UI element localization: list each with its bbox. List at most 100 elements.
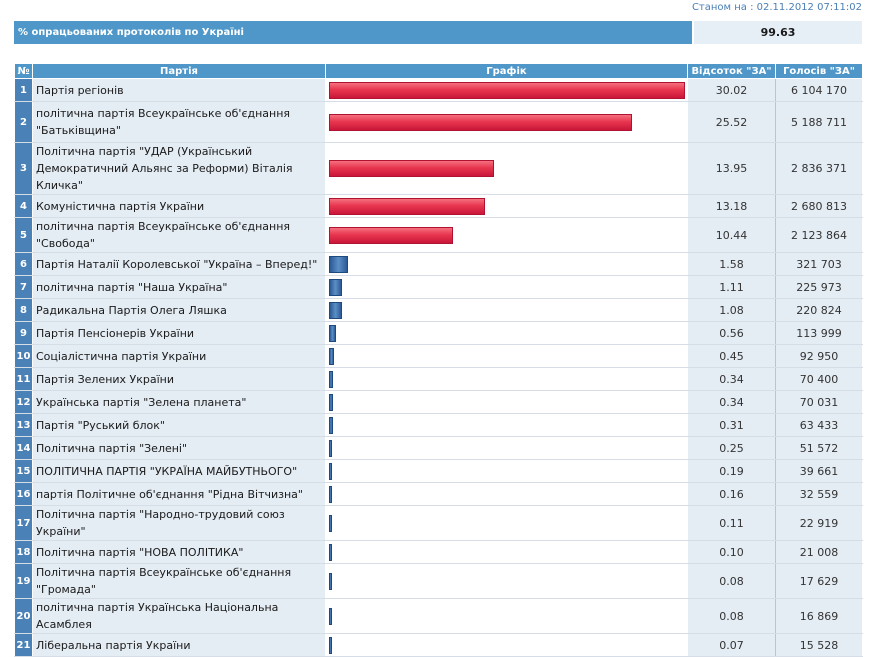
vote-share-bar <box>329 370 333 388</box>
graph-cell <box>325 217 688 253</box>
party-name: Комуністична партія України <box>32 194 326 218</box>
table-row: 20 політична партія Українська Національн… <box>14 598 863 634</box>
header-percent: Відсоток "ЗА" <box>687 63 776 79</box>
party-name: партія Політичне об'єднання "Рідна Вітчи… <box>32 482 326 506</box>
summary-value: 99.63 <box>694 21 862 44</box>
row-number: 6 <box>14 252 33 276</box>
vote-percent: 1.08 <box>687 298 776 322</box>
vote-percent: 0.45 <box>687 344 776 368</box>
row-number: 12 <box>14 390 33 414</box>
vote-share-bar <box>329 160 494 177</box>
header-votes: Голосів "ЗА" <box>775 63 863 79</box>
vote-count: 17 629 <box>775 563 863 599</box>
vote-percent: 0.34 <box>687 367 776 391</box>
table-row: 4 Комуністична партія України 13.18 2 680 8… <box>14 194 863 218</box>
vote-share-bar <box>329 113 632 131</box>
graph-cell <box>325 252 688 276</box>
row-number: 14 <box>14 436 33 460</box>
party-name: Партія регіонів <box>32 78 326 102</box>
party-name: Політична партія "НОВА ПОЛІТИКА" <box>32 540 326 564</box>
vote-share-bar <box>329 255 348 273</box>
graph-cell <box>325 367 688 391</box>
vote-percent: 0.08 <box>687 563 776 599</box>
graph-cell <box>325 413 688 437</box>
processed-protocols-summary: % опрацьованих протоколів по Україні 99.… <box>14 21 862 44</box>
vote-share-bar <box>329 636 332 654</box>
row-number: 4 <box>14 194 33 218</box>
vote-percent: 30.02 <box>687 78 776 102</box>
vote-percent: 0.07 <box>687 633 776 657</box>
vote-count: 220 824 <box>775 298 863 322</box>
table-row: 3 Політична партія "УДАР (Український Дем… <box>14 142 863 195</box>
graph-cell <box>325 505 688 541</box>
table-row: 10 Соціалістична партія України 0.45 92 950 <box>14 344 863 368</box>
vote-percent: 13.95 <box>687 142 776 195</box>
results-table: № Партія Графік Відсоток "ЗА" Голосів "З… <box>14 63 863 657</box>
graph-cell <box>325 142 688 195</box>
row-number: 15 <box>14 459 33 483</box>
vote-percent: 1.58 <box>687 252 776 276</box>
vote-share-bar <box>329 226 453 244</box>
vote-percent: 0.34 <box>687 390 776 414</box>
table-row: 19 Політична партія Всеукраїнське об'єдна… <box>14 563 863 599</box>
vote-count: 16 869 <box>775 598 863 634</box>
party-name: Партія Наталії Королевської "Україна – В… <box>32 252 326 276</box>
vote-percent: 0.11 <box>687 505 776 541</box>
row-number: 13 <box>14 413 33 437</box>
vote-share-bar <box>329 485 332 503</box>
party-name: Політична партія Всеукраїнське об'єднанн… <box>32 563 326 599</box>
table-row: 11 Партія Зелених України 0.34 70 400 <box>14 367 863 391</box>
vote-share-bar <box>329 462 332 480</box>
table-row: 14 Політична партія "Зелені" 0.25 51 572 <box>14 436 863 460</box>
vote-share-bar <box>329 301 342 319</box>
vote-share-bar <box>329 393 333 411</box>
vote-share-bar <box>329 572 332 590</box>
vote-count: 70 031 <box>775 390 863 414</box>
vote-share-bar <box>329 607 332 625</box>
table-row: 8 Радикальна Партія Олега Ляшка 1.08 220 82… <box>14 298 863 322</box>
vote-share-bar <box>329 416 333 434</box>
vote-count: 63 433 <box>775 413 863 437</box>
graph-cell <box>325 321 688 345</box>
vote-percent: 0.08 <box>687 598 776 634</box>
row-number: 17 <box>14 505 33 541</box>
row-number: 7 <box>14 275 33 299</box>
row-number: 11 <box>14 367 33 391</box>
vote-count: 39 661 <box>775 459 863 483</box>
vote-count: 32 559 <box>775 482 863 506</box>
row-number: 19 <box>14 563 33 599</box>
row-number: 20 <box>14 598 33 634</box>
status-timestamp: Станом на : 02.11.2012 07:11:02 <box>691 2 862 13</box>
vote-percent: 0.56 <box>687 321 776 345</box>
party-name: Партія Пенсіонерів України <box>32 321 326 345</box>
row-number: 2 <box>14 101 33 143</box>
vote-count: 70 400 <box>775 367 863 391</box>
row-number: 3 <box>14 142 33 195</box>
graph-cell <box>325 344 688 368</box>
graph-cell <box>325 598 688 634</box>
vote-share-bar <box>329 543 332 561</box>
graph-cell <box>325 275 688 299</box>
vote-count: 15 528 <box>775 633 863 657</box>
graph-cell <box>325 298 688 322</box>
vote-count: 321 703 <box>775 252 863 276</box>
vote-share-bar <box>329 197 485 215</box>
vote-count: 92 950 <box>775 344 863 368</box>
graph-cell <box>325 482 688 506</box>
summary-label: % опрацьованих протоколів по Україні <box>14 21 692 44</box>
table-row: 15 ПОЛІТИЧНА ПАРТІЯ "УКРАЇНА МАЙБУТНЬОГО"… <box>14 459 863 483</box>
row-number: 18 <box>14 540 33 564</box>
row-number: 9 <box>14 321 33 345</box>
vote-percent: 0.10 <box>687 540 776 564</box>
graph-cell <box>325 78 688 102</box>
graph-cell <box>325 540 688 564</box>
graph-cell <box>325 563 688 599</box>
vote-percent: 0.31 <box>687 413 776 437</box>
table-row: 7 політична партія "Наша Україна" 1.11 225 … <box>14 275 863 299</box>
graph-cell <box>325 390 688 414</box>
vote-percent: 0.19 <box>687 459 776 483</box>
vote-share-bar <box>329 347 334 365</box>
party-name: ПОЛІТИЧНА ПАРТІЯ "УКРАЇНА МАЙБУТНЬОГО" <box>32 459 326 483</box>
row-number: 21 <box>14 633 33 657</box>
table-row: 17 Політична партія "Народно-трудовий сою… <box>14 505 863 541</box>
